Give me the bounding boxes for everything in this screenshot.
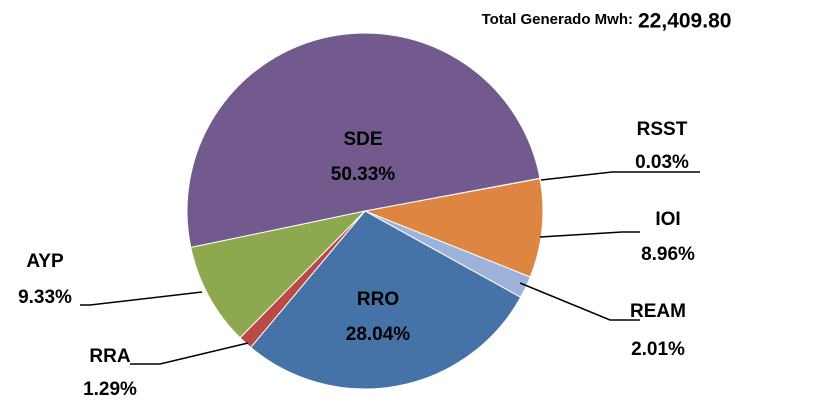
pie-slice bbox=[186, 32, 541, 249]
pie-slice bbox=[363, 178, 544, 278]
total-value: 22,409.80 bbox=[638, 10, 731, 33]
leader-line bbox=[540, 171, 700, 181]
slice-percent: 2.01% bbox=[631, 339, 685, 360]
slice-name: SDE bbox=[343, 129, 382, 150]
slice-percent: 0.03% bbox=[635, 152, 689, 173]
leader-line bbox=[130, 342, 249, 365]
slice-percent: 1.29% bbox=[83, 379, 137, 400]
slice-percent: 28.04% bbox=[346, 324, 411, 345]
slice-name: RRA bbox=[89, 346, 130, 367]
slice-name: REAM bbox=[630, 301, 686, 322]
leader-line bbox=[539, 231, 640, 238]
slice-percent: 8.96% bbox=[641, 244, 695, 265]
slice-name: IOI bbox=[655, 209, 680, 230]
slice-name: AYP bbox=[26, 251, 64, 272]
slice-name: RRO bbox=[357, 289, 399, 310]
slice-percent: 9.33% bbox=[18, 287, 72, 308]
slice-name: RSST bbox=[637, 119, 688, 140]
leader-line bbox=[80, 291, 203, 306]
pie-slice bbox=[190, 210, 367, 339]
leader-line bbox=[519, 282, 640, 321]
slice-percent: 50.33% bbox=[331, 164, 396, 185]
pie-slice bbox=[249, 210, 522, 390]
total-label: Total Generado Mwh: bbox=[482, 11, 633, 28]
